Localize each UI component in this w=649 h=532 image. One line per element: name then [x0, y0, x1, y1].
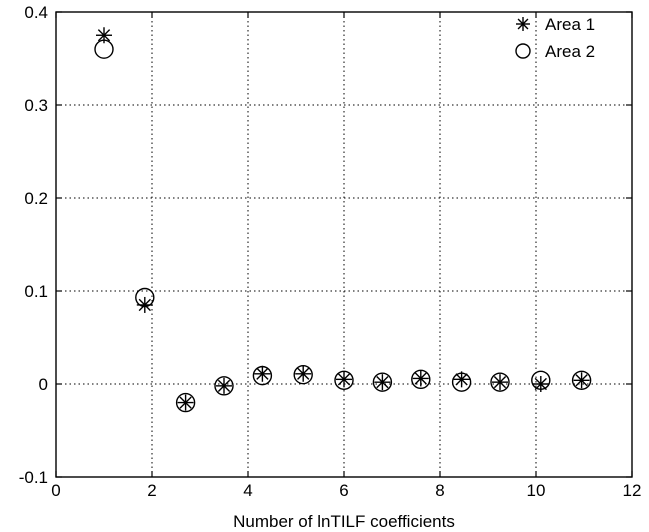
circle-point [411, 369, 431, 390]
y-tick-label: 0.1 [24, 282, 48, 301]
circle-point [372, 372, 393, 392]
y-tick-labels: -0.1 0 0.1 0.2 0.3 0.4 [19, 3, 48, 487]
y-tick-label: -0.1 [19, 468, 48, 487]
star-point [254, 365, 271, 382]
y-tick-label: 0.3 [24, 96, 48, 115]
x-tick-label: 2 [147, 481, 156, 500]
circle-point [490, 372, 510, 392]
star-point [573, 372, 590, 389]
series-area-1 [96, 27, 590, 411]
plot-frame [55, 11, 633, 478]
star-point [136, 296, 153, 313]
circle-point [214, 376, 234, 396]
y-tick-label: 0.2 [24, 189, 48, 208]
x-tick-labels: 0 2 4 6 8 10 12 [51, 481, 641, 500]
circle-point [531, 370, 551, 390]
circle-point [451, 372, 472, 392]
x-tick-label: 12 [623, 481, 642, 500]
star-point [96, 27, 112, 44]
x-tick-label: 8 [435, 481, 444, 500]
circle-point [293, 365, 313, 385]
circle-point [135, 287, 155, 308]
circle-point [571, 370, 592, 390]
star-point [177, 394, 194, 411]
x-axis-label: Number of lnTILF coefficients [233, 512, 455, 531]
x-tick-label: 6 [339, 481, 348, 500]
star-point [492, 374, 508, 391]
star-point [216, 377, 232, 394]
star-point [374, 374, 391, 391]
circle-point [252, 365, 273, 386]
star-point [295, 365, 312, 382]
series-area-2 [94, 39, 592, 413]
star-point [336, 371, 352, 388]
legend-marker-area-2 [515, 43, 531, 59]
legend-label-area-2: Area 2 [545, 42, 595, 61]
x-tick-label: 4 [243, 481, 252, 500]
legend: Area 1 Area 2 [515, 15, 595, 61]
axis-ticks [55, 11, 633, 478]
grid [56, 12, 632, 477]
legend-marker-area-1 [516, 17, 530, 31]
legend-label-area-1: Area 1 [545, 15, 595, 34]
circle-point [94, 39, 114, 59]
y-tick-label: 0.4 [24, 3, 48, 22]
y-tick-label: 0 [39, 375, 48, 394]
star-point [453, 371, 470, 388]
x-tick-label: 0 [51, 481, 60, 500]
circle-point [175, 392, 196, 413]
star-point [412, 370, 429, 387]
circle-point [334, 370, 354, 390]
x-tick-label: 10 [527, 481, 546, 500]
data-series [94, 27, 592, 413]
